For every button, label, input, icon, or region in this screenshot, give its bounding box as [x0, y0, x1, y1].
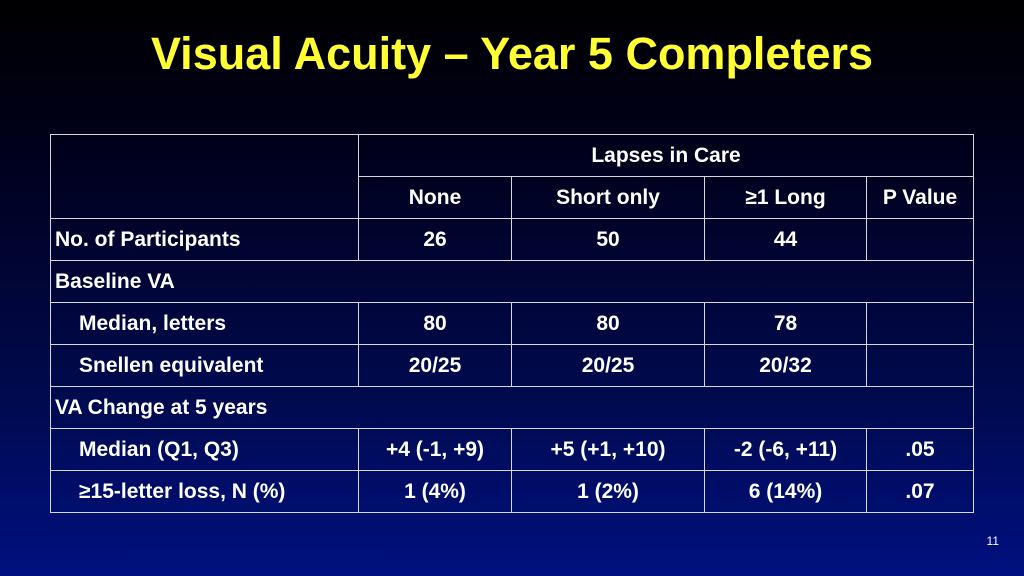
row-label: ≥15-letter loss, N (%)	[50, 470, 359, 513]
row-label: Snellen equivalent	[50, 344, 359, 387]
column-header-long: ≥1 Long	[704, 176, 867, 219]
cell-value	[865, 302, 975, 345]
table-row-letter-loss: ≥15-letter loss, N (%) 1 (4%) 1 (2%) 6 (…	[50, 470, 975, 513]
cell-value: .05	[865, 428, 975, 471]
cell-value	[865, 344, 975, 387]
row-label: No. of Participants	[50, 218, 359, 261]
cell-value: 80	[358, 302, 512, 345]
cell-value: 1 (2%)	[511, 470, 705, 513]
section-label: Baseline VA	[49, 260, 975, 303]
cell-value: 1 (4%)	[358, 470, 512, 513]
header-row-group: Lapses in Care	[50, 134, 975, 177]
column-header-short-only: Short only	[511, 176, 705, 219]
slide-title: Visual Acuity – Year 5 Completers	[150, 28, 874, 79]
cell-value	[865, 218, 975, 261]
table-row-participants: No. of Participants 26 50 44	[50, 218, 975, 261]
cell-value: 20/25	[358, 344, 512, 387]
column-header-none: None	[358, 176, 512, 219]
cell-value: 26	[358, 218, 512, 261]
cell-value: +5 (+1, +10)	[511, 428, 705, 471]
cell-value: +4 (-1, +9)	[358, 428, 512, 471]
header-row-columns: None Short only ≥1 Long P Value	[50, 176, 975, 219]
cell-value: 20/32	[704, 344, 867, 387]
cell-value: 20/25	[511, 344, 705, 387]
corner-cell	[50, 134, 359, 177]
visual-acuity-table: Lapses in Care None Short only ≥1 Long P…	[49, 134, 975, 513]
row-label: Median, letters	[50, 302, 359, 345]
table-row-snellen: Snellen equivalent 20/25 20/25 20/32	[50, 344, 975, 387]
column-header-p-value: P Value	[865, 176, 975, 219]
cell-value: 6 (14%)	[704, 470, 867, 513]
cell-value: 50	[511, 218, 705, 261]
page-number: 11	[986, 534, 999, 548]
section-row-baseline: Baseline VA	[49, 260, 975, 303]
lapses-in-care-header: Lapses in Care	[357, 134, 975, 177]
cell-value: 78	[704, 302, 867, 345]
cell-value: 44	[704, 218, 867, 261]
section-row-va-change: VA Change at 5 years	[49, 386, 975, 429]
section-label: VA Change at 5 years	[49, 386, 975, 429]
table-row-median-letters: Median, letters 80 80 78	[50, 302, 975, 345]
cell-value: .07	[865, 470, 975, 513]
corner-cell-lower	[50, 176, 359, 219]
row-label: Median (Q1, Q3)	[50, 428, 359, 471]
cell-value: 80	[511, 302, 705, 345]
cell-value: -2 (-6, +11)	[704, 428, 867, 471]
table-row-median-q1-q3: Median (Q1, Q3) +4 (-1, +9) +5 (+1, +10)…	[50, 428, 975, 471]
